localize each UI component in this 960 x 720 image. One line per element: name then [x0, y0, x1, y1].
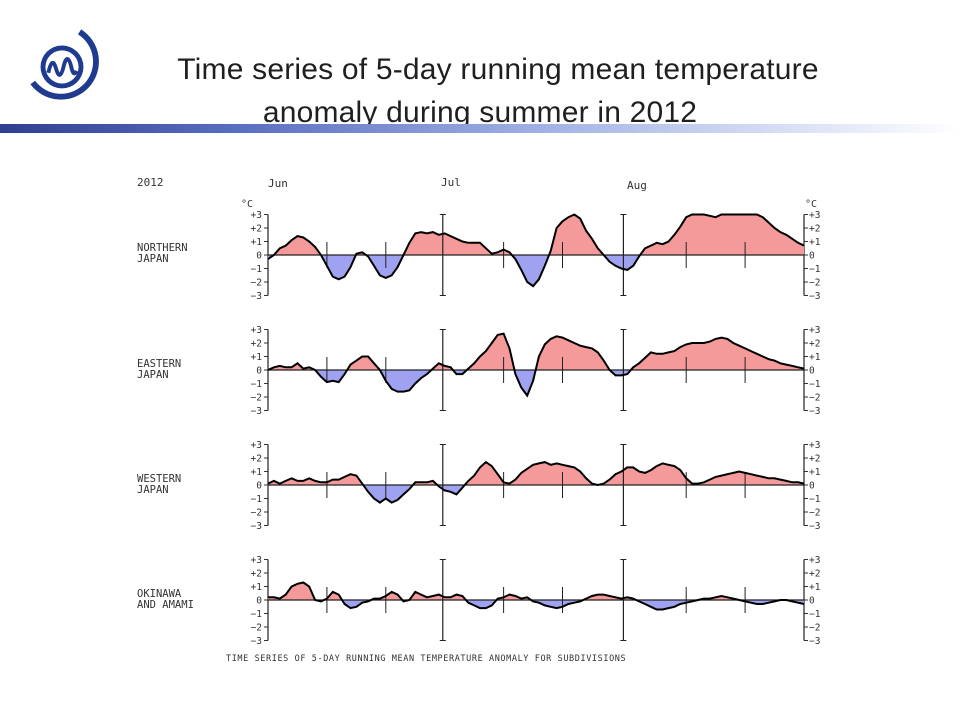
ytick-label-right: −2: [809, 278, 820, 289]
ytick-label-left: +2: [251, 224, 262, 235]
region-label: NORTHERN: [137, 242, 188, 254]
ytick-label-right: +2: [809, 224, 820, 235]
ytick-label-right: −2: [809, 623, 820, 634]
ytick-label-left: +1: [251, 237, 263, 248]
ytick-label-right: +3: [809, 325, 820, 336]
slide-title-line-2: anomaly during summer in 2012: [262, 96, 698, 129]
positive-anomaly-area: [268, 333, 804, 370]
series-line: [267, 332, 805, 398]
ytick-label-left: −1: [251, 494, 263, 505]
ytick-label-right: +2: [809, 454, 820, 465]
unit-label-right: °C: [805, 199, 817, 210]
ytick-label-left: +3: [251, 325, 262, 336]
region-label: WESTERN: [137, 473, 181, 485]
ytick-label-right: −3: [809, 406, 820, 417]
unit-label-left: °C: [241, 199, 253, 210]
ytick-label-left: +1: [251, 582, 263, 593]
ytick-label-left: −1: [251, 379, 263, 390]
ytick-label-right: −1: [809, 264, 821, 275]
ytick-label-right: +3: [809, 210, 820, 221]
region-label: OKINAWA: [137, 588, 182, 600]
series-line: [268, 581, 805, 611]
ytick-label-left: −2: [251, 623, 262, 634]
ytick-label-right: 0: [809, 596, 815, 607]
ytick-label-left: −3: [251, 291, 262, 302]
ytick-label-left: +3: [251, 440, 262, 451]
ytick-label-right: −3: [809, 291, 820, 302]
ytick-label-left: +1: [251, 467, 263, 478]
negative-anomaly-area: [268, 485, 804, 503]
region-label: JAPAN: [137, 484, 169, 496]
ytick-label-left: 0: [256, 481, 262, 492]
ytick-label-right: −3: [809, 521, 820, 532]
ytick-label-left: −1: [251, 609, 263, 620]
ytick-label-left: −3: [251, 636, 262, 647]
ytick-label-right: +1: [809, 582, 821, 593]
ytick-label-right: −1: [809, 379, 821, 390]
ytick-label-left: +2: [251, 454, 262, 465]
year-label: 2012: [137, 176, 164, 189]
negative-anomaly-area: [268, 370, 804, 396]
ytick-label-left: +1: [251, 352, 263, 363]
ytick-label-left: +3: [251, 555, 262, 566]
ytick-label-right: +1: [809, 237, 821, 248]
region-label: JAPAN: [137, 369, 169, 381]
ytick-label-right: −1: [809, 609, 821, 620]
ytick-label-right: +3: [809, 555, 820, 566]
ytick-label-left: 0: [256, 596, 262, 607]
ytick-label-left: 0: [256, 366, 262, 377]
positive-anomaly-area: [268, 462, 804, 485]
chart-footer: TIME SERIES OF 5-DAY RUNNING MEAN TEMPER…: [226, 654, 626, 664]
negative-anomaly-area: [268, 255, 804, 287]
series-line: [267, 460, 805, 504]
ytick-label-right: −2: [809, 508, 820, 519]
ytick-label-right: 0: [809, 366, 815, 377]
ytick-label-left: −3: [251, 406, 262, 417]
ytick-label-left: −2: [251, 508, 262, 519]
month-label: Aug: [627, 179, 647, 192]
series-line: [267, 213, 805, 288]
jma-logo-icon: [30, 29, 99, 100]
ytick-label-right: +1: [809, 467, 821, 478]
ytick-label-right: +3: [809, 440, 820, 451]
ytick-label-right: 0: [809, 481, 815, 492]
ytick-label-right: 0: [809, 251, 815, 262]
ytick-label-left: +3: [251, 210, 262, 221]
ytick-label-left: −2: [251, 393, 262, 404]
ytick-label-right: −2: [809, 393, 820, 404]
panel-1: °C °C+3 +3+2 +2+1 +10 0−1 −1−2 −2−3 −3NORTHERNJA…: [137, 199, 821, 302]
ytick-label-left: +2: [251, 569, 262, 580]
title-underline-bar: [0, 124, 960, 133]
ytick-label-right: +1: [809, 352, 821, 363]
ytick-label-left: 0: [256, 251, 262, 262]
ytick-label-left: −2: [251, 278, 262, 289]
ytick-label-right: +2: [809, 569, 820, 580]
ytick-label-right: −1: [809, 494, 821, 505]
region-label: AND AMAMI: [137, 599, 194, 611]
ytick-label-left: −3: [251, 521, 262, 532]
region-label: JAPAN: [137, 253, 169, 265]
ytick-label-right: +2: [809, 339, 820, 350]
positive-anomaly-area: [268, 214, 804, 255]
ytick-label-left: +2: [251, 339, 262, 350]
ytick-label-left: −1: [251, 264, 263, 275]
slide-title-line-1: Time series of 5-day running mean temper…: [177, 53, 819, 86]
ytick-label-right: −3: [809, 636, 820, 647]
region-label: EASTERN: [137, 358, 181, 370]
month-label: Jul: [441, 176, 461, 189]
month-label: Jun: [268, 177, 288, 190]
